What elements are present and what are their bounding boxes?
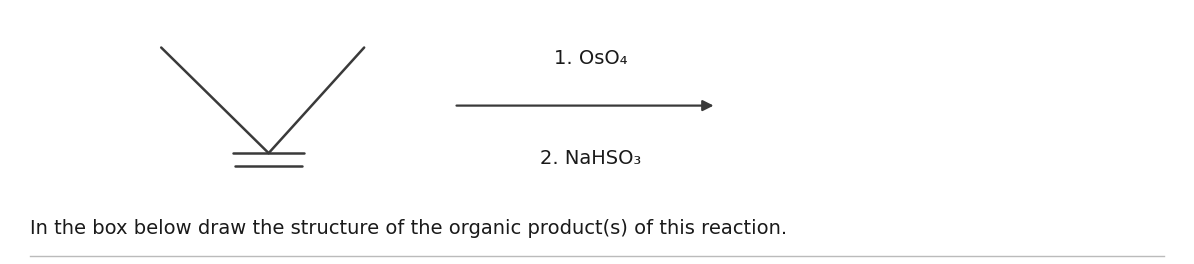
Text: 1. OsO₄: 1. OsO₄ [554,49,628,68]
Text: In the box below draw the structure of the organic product(s) of this reaction.: In the box below draw the structure of t… [30,219,787,238]
Text: 2. NaHSO₃: 2. NaHSO₃ [541,149,641,168]
